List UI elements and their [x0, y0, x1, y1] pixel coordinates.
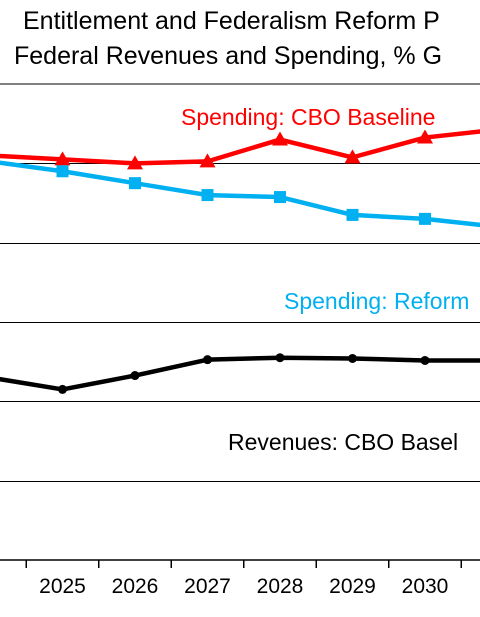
series-label: Spending: CBO Baseline — [181, 104, 435, 130]
series-label: Spending: Reform — [284, 288, 469, 314]
data-point — [346, 208, 359, 221]
series-labels: Spending: CBO Baseline Spending: Reform Re… — [181, 104, 469, 455]
gridlines — [0, 83, 480, 482]
series-line-2 — [0, 355, 480, 392]
series-line-1 — [0, 160, 480, 228]
data-point — [344, 149, 361, 164]
data-point — [199, 153, 216, 168]
data-point — [129, 177, 141, 190]
x-tick-label: 2026 — [112, 575, 159, 598]
data-point — [201, 189, 214, 202]
data-point — [417, 129, 433, 144]
x-tick-label: 2027 — [184, 575, 231, 598]
data-point — [130, 371, 140, 381]
data-point — [272, 131, 288, 146]
x-tick-label: 2025 — [39, 575, 86, 598]
data-point — [274, 191, 286, 204]
x-axis: 420252026202720282029203020 — [0, 559, 480, 598]
x-tick-label: 2028 — [257, 575, 304, 598]
x-tick-label: 2030 — [402, 575, 449, 598]
data-point — [56, 165, 69, 178]
data-point — [275, 353, 285, 363]
data-point — [127, 155, 143, 170]
data-point — [348, 353, 357, 363]
data-point — [203, 355, 212, 365]
series-group — [0, 129, 480, 394]
x-tick-label: 2029 — [329, 575, 376, 598]
chart-title-line-1: Entitlement and Federalism Reform P — [23, 7, 440, 35]
chart-title-line-2: Federal Revenues and Spending, % G — [14, 42, 443, 70]
data-point — [419, 212, 431, 225]
data-point — [420, 355, 430, 365]
series-line-0 — [0, 129, 480, 166]
data-point — [54, 151, 71, 166]
data-point — [58, 384, 67, 394]
series-label: Revenues: CBO Basel — [228, 429, 458, 455]
